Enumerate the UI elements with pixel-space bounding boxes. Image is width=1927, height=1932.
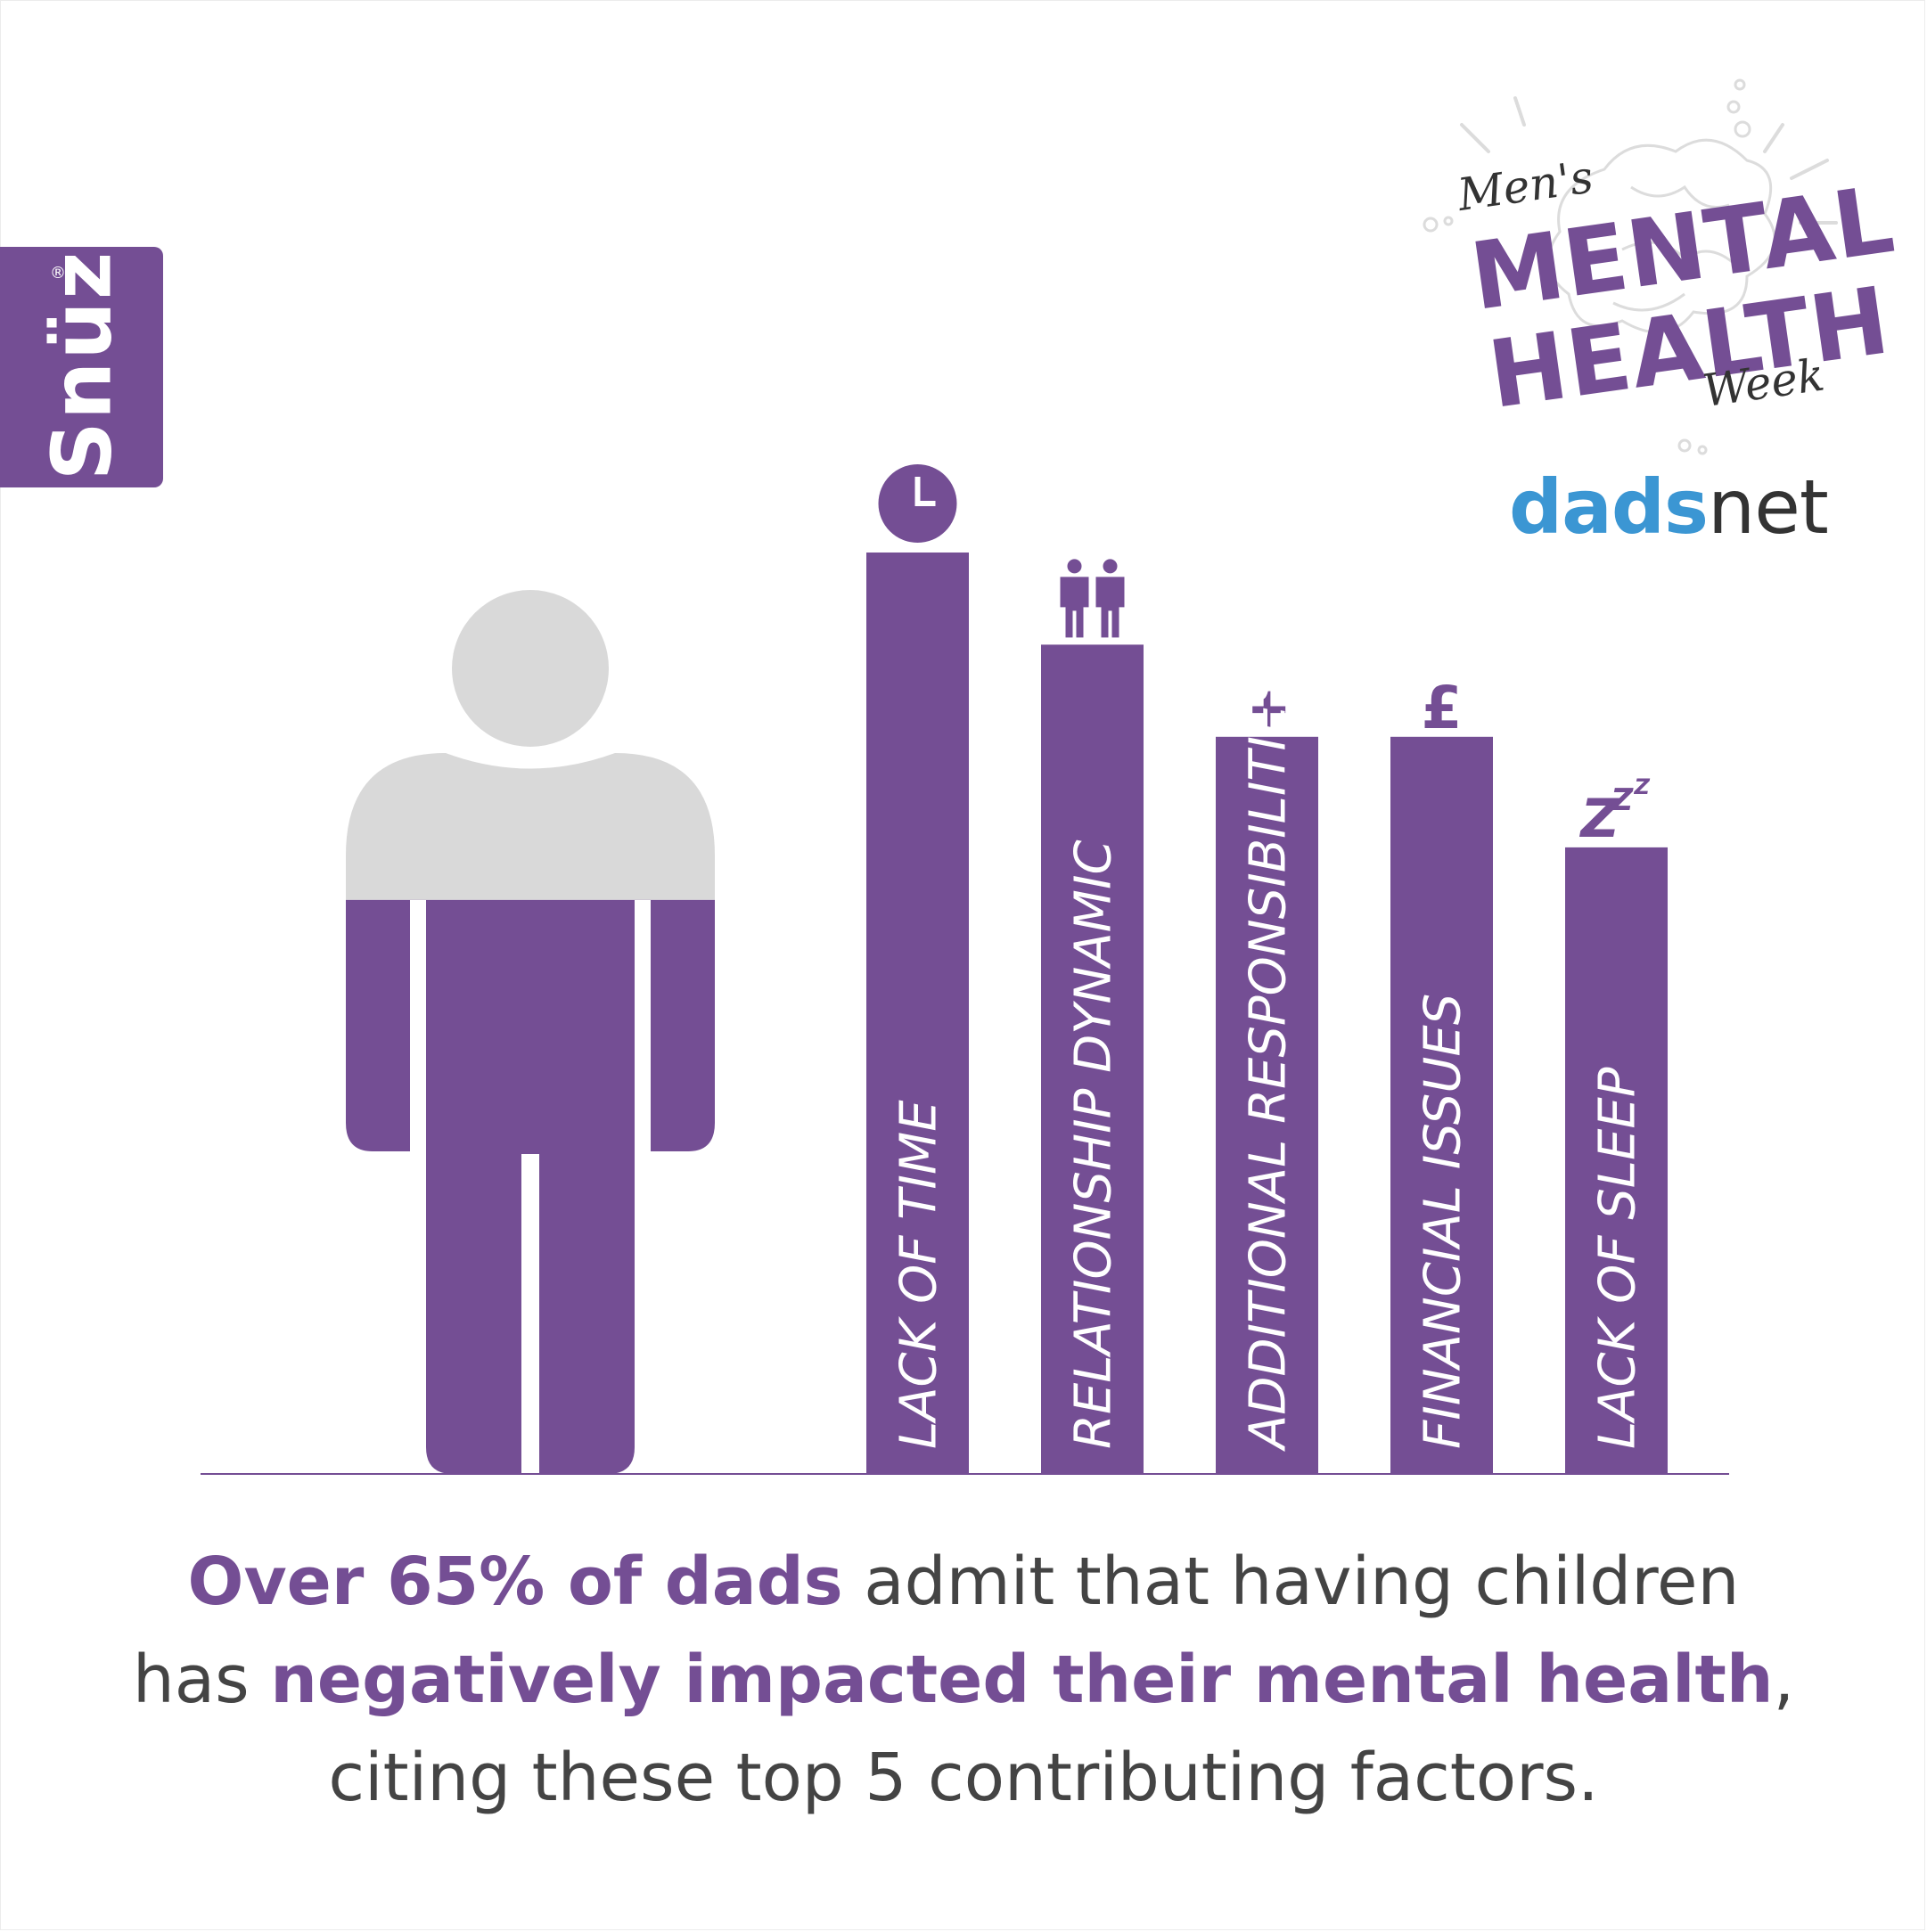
bar-5 — [1565, 847, 1668, 1474]
person-arm-gap-right — [635, 900, 651, 1158]
bar-label-2: RELATIONSHIP DYNAMIC — [1065, 839, 1123, 1449]
person-head-shoulders-grey — [346, 590, 715, 900]
dadsnet-logo-net: net — [1707, 463, 1829, 551]
bar-3 — [1216, 736, 1318, 1474]
headline: Over 65% of dads admit that having child… — [0, 1533, 1927, 1827]
svg-text:Z: Z — [1579, 788, 1621, 850]
headline-text-2: has — [132, 1641, 271, 1718]
person-leg-gap — [521, 1154, 539, 1475]
snuz-logo-tab — [0, 247, 163, 487]
headline-comma: , — [1773, 1641, 1795, 1718]
bar-label-3: ADDITIONAL RESPONSIBILITIES — [1240, 673, 1298, 1452]
svg-text:£: £ — [1422, 674, 1463, 742]
person-figure — [346, 590, 715, 1475]
brain-doodle-icon — [1423, 78, 1838, 455]
svg-text:+: + — [1242, 674, 1292, 742]
plus-icon: + — [1242, 674, 1292, 742]
bar-2 — [1041, 644, 1144, 1474]
snuz-registered-mark: ® — [50, 264, 66, 282]
zzz-icon: ZZ Z — [1579, 774, 1651, 850]
headline-emphasis: negatively impacted their mental health — [270, 1641, 1774, 1718]
bar-labels-group: LACK OF TIME RELATIONSHIP DYNAMIC ADDITION… — [890, 673, 1647, 1452]
bar-4 — [1390, 736, 1493, 1474]
svg-text:Z: Z — [1634, 774, 1651, 799]
couple-icon — [1060, 559, 1125, 638]
bars-group — [866, 553, 1668, 1474]
mens-mental-health-week-logo: Men's MENTAL HEALTH Week — [1408, 71, 1901, 463]
bar-label-1: LACK OF TIME — [890, 1100, 948, 1449]
headline-stat: Over 65% of dads — [187, 1543, 843, 1620]
pound-icon: £ — [1422, 674, 1463, 742]
bar-1 — [866, 553, 969, 1474]
dadsnet-logo-dads: dads — [1509, 463, 1709, 551]
svg-text:Z: Z — [1611, 782, 1635, 818]
bar-label-4: FINANCIAL ISSUES — [1414, 994, 1472, 1449]
bar-label-5: LACK OF SLEEP — [1589, 1067, 1647, 1449]
person-body-purple-share — [346, 899, 715, 1474]
dadsnet-logo: dadsnet — [1509, 463, 1829, 551]
clock-icon — [878, 464, 957, 543]
person-arm-gap-left — [410, 900, 426, 1158]
headline-text-3: citing these top 5 contributing factors. — [328, 1740, 1599, 1816]
headline-text-1: admit that having children — [842, 1543, 1740, 1620]
bar-icons-group: + £ ZZ Z — [878, 464, 1651, 850]
